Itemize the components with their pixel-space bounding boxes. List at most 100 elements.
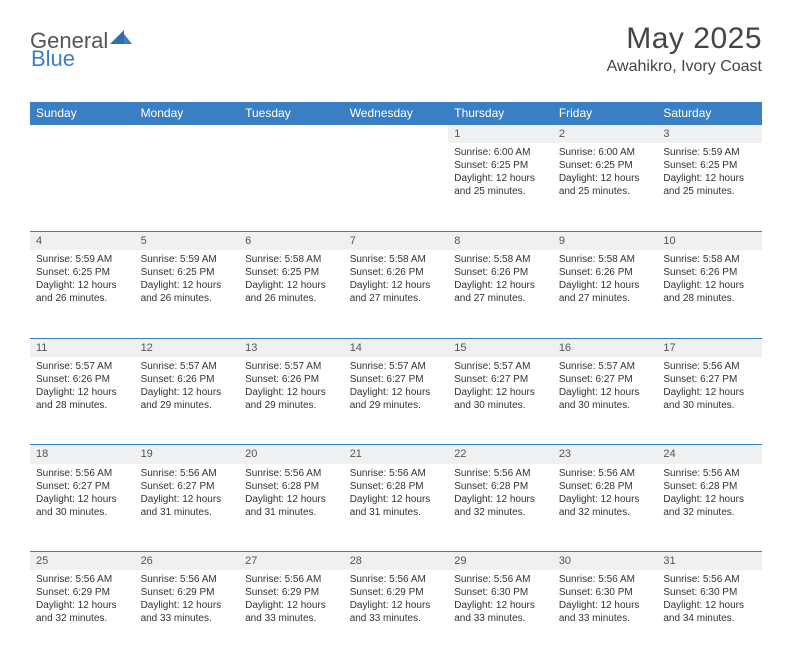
sunset-line: Sunset: 6:26 PM	[141, 373, 234, 386]
day-number-cell: 14	[344, 338, 449, 357]
day-details: Sunrise: 5:58 AMSunset: 6:26 PMDaylight:…	[657, 250, 762, 311]
day-body-cell: Sunrise: 5:57 AMSunset: 6:26 PMDaylight:…	[239, 357, 344, 445]
sunrise-line: Sunrise: 5:56 AM	[559, 573, 652, 586]
day-number-cell: 8	[448, 231, 553, 250]
daylight-line: Daylight: 12 hours and 29 minutes.	[350, 386, 443, 412]
sunrise-line: Sunrise: 5:57 AM	[559, 360, 652, 373]
daylight-line: Daylight: 12 hours and 30 minutes.	[559, 386, 652, 412]
day-number-cell: 28	[344, 552, 449, 571]
daylight-line: Daylight: 12 hours and 28 minutes.	[36, 386, 129, 412]
day-details: Sunrise: 5:56 AMSunset: 6:27 PMDaylight:…	[135, 464, 240, 525]
day-body-cell: Sunrise: 5:56 AMSunset: 6:29 PMDaylight:…	[30, 570, 135, 658]
sunset-line: Sunset: 6:26 PM	[559, 266, 652, 279]
day-number-cell	[135, 125, 240, 144]
day-body-cell: Sunrise: 5:58 AMSunset: 6:26 PMDaylight:…	[344, 250, 449, 338]
day-details: Sunrise: 5:58 AMSunset: 6:25 PMDaylight:…	[239, 250, 344, 311]
day-details: Sunrise: 5:56 AMSunset: 6:30 PMDaylight:…	[448, 570, 553, 631]
day-body-cell: Sunrise: 5:56 AMSunset: 6:30 PMDaylight:…	[657, 570, 762, 658]
day-details: Sunrise: 5:58 AMSunset: 6:26 PMDaylight:…	[344, 250, 449, 311]
day-body-row: Sunrise: 6:00 AMSunset: 6:25 PMDaylight:…	[30, 143, 762, 231]
sunset-line: Sunset: 6:27 PM	[36, 480, 129, 493]
daylight-line: Daylight: 12 hours and 27 minutes.	[454, 279, 547, 305]
day-number-cell: 3	[657, 125, 762, 144]
day-body-cell: Sunrise: 5:56 AMSunset: 6:29 PMDaylight:…	[239, 570, 344, 658]
sunrise-line: Sunrise: 5:59 AM	[663, 146, 756, 159]
day-details: Sunrise: 5:56 AMSunset: 6:29 PMDaylight:…	[30, 570, 135, 631]
sunrise-line: Sunrise: 5:56 AM	[663, 573, 756, 586]
sunset-line: Sunset: 6:28 PM	[663, 480, 756, 493]
day-body-cell: Sunrise: 5:57 AMSunset: 6:27 PMDaylight:…	[448, 357, 553, 445]
day-body-cell: Sunrise: 5:56 AMSunset: 6:28 PMDaylight:…	[448, 464, 553, 552]
day-number-cell: 24	[657, 445, 762, 464]
day-body-cell: Sunrise: 5:56 AMSunset: 6:27 PMDaylight:…	[30, 464, 135, 552]
day-number-row: 25262728293031	[30, 552, 762, 571]
sunrise-line: Sunrise: 5:57 AM	[454, 360, 547, 373]
day-body-cell: Sunrise: 5:56 AMSunset: 6:29 PMDaylight:…	[135, 570, 240, 658]
sunrise-line: Sunrise: 5:56 AM	[663, 467, 756, 480]
day-details: Sunrise: 5:59 AMSunset: 6:25 PMDaylight:…	[657, 143, 762, 204]
day-body-cell: Sunrise: 5:56 AMSunset: 6:28 PMDaylight:…	[657, 464, 762, 552]
day-details: Sunrise: 5:59 AMSunset: 6:25 PMDaylight:…	[135, 250, 240, 311]
sunset-line: Sunset: 6:27 PM	[559, 373, 652, 386]
sunrise-line: Sunrise: 5:59 AM	[141, 253, 234, 266]
sunset-line: Sunset: 6:25 PM	[245, 266, 338, 279]
day-body-cell: Sunrise: 5:56 AMSunset: 6:28 PMDaylight:…	[553, 464, 658, 552]
brand-text-2: Blue	[31, 46, 75, 71]
brand-icon	[110, 30, 132, 53]
daylight-line: Daylight: 12 hours and 25 minutes.	[559, 172, 652, 198]
day-details: Sunrise: 5:56 AMSunset: 6:29 PMDaylight:…	[239, 570, 344, 631]
day-body-cell: Sunrise: 5:56 AMSunset: 6:27 PMDaylight:…	[135, 464, 240, 552]
calendar-table: Sunday Monday Tuesday Wednesday Thursday…	[30, 102, 762, 658]
day-body-cell	[239, 143, 344, 231]
sunrise-line: Sunrise: 6:00 AM	[454, 146, 547, 159]
day-number-cell: 2	[553, 125, 658, 144]
sunset-line: Sunset: 6:27 PM	[141, 480, 234, 493]
location-label: Awahikro, Ivory Coast	[607, 58, 762, 76]
daylight-line: Daylight: 12 hours and 30 minutes.	[36, 493, 129, 519]
day-details: Sunrise: 5:57 AMSunset: 6:27 PMDaylight:…	[344, 357, 449, 418]
day-details: Sunrise: 5:56 AMSunset: 6:28 PMDaylight:…	[344, 464, 449, 525]
day-number-cell: 20	[239, 445, 344, 464]
daylight-line: Daylight: 12 hours and 33 minutes.	[454, 599, 547, 625]
sunrise-line: Sunrise: 5:56 AM	[350, 573, 443, 586]
sunset-line: Sunset: 6:26 PM	[350, 266, 443, 279]
sunset-line: Sunset: 6:28 PM	[350, 480, 443, 493]
day-details: Sunrise: 5:56 AMSunset: 6:30 PMDaylight:…	[553, 570, 658, 631]
sunrise-line: Sunrise: 5:56 AM	[559, 467, 652, 480]
daylight-line: Daylight: 12 hours and 26 minutes.	[36, 279, 129, 305]
day-number-cell: 19	[135, 445, 240, 464]
sunset-line: Sunset: 6:29 PM	[141, 586, 234, 599]
sunrise-line: Sunrise: 5:57 AM	[350, 360, 443, 373]
sunset-line: Sunset: 6:30 PM	[663, 586, 756, 599]
weekday-header: Saturday	[657, 102, 762, 125]
daylight-line: Daylight: 12 hours and 25 minutes.	[454, 172, 547, 198]
sunrise-line: Sunrise: 5:59 AM	[36, 253, 129, 266]
day-details: Sunrise: 5:56 AMSunset: 6:29 PMDaylight:…	[135, 570, 240, 631]
day-body-cell: Sunrise: 5:56 AMSunset: 6:29 PMDaylight:…	[344, 570, 449, 658]
sunset-line: Sunset: 6:26 PM	[36, 373, 129, 386]
daylight-line: Daylight: 12 hours and 34 minutes.	[663, 599, 756, 625]
sunrise-line: Sunrise: 5:58 AM	[454, 253, 547, 266]
day-number-row: 123	[30, 125, 762, 144]
day-number-cell: 30	[553, 552, 658, 571]
day-body-row: Sunrise: 5:56 AMSunset: 6:27 PMDaylight:…	[30, 464, 762, 552]
day-number-cell	[239, 125, 344, 144]
sunrise-line: Sunrise: 5:56 AM	[454, 573, 547, 586]
day-details: Sunrise: 5:56 AMSunset: 6:27 PMDaylight:…	[657, 357, 762, 418]
day-number-cell: 21	[344, 445, 449, 464]
sunset-line: Sunset: 6:25 PM	[454, 159, 547, 172]
sunset-line: Sunset: 6:28 PM	[454, 480, 547, 493]
day-body-cell: Sunrise: 5:56 AMSunset: 6:28 PMDaylight:…	[239, 464, 344, 552]
weekday-header: Monday	[135, 102, 240, 125]
day-number-cell: 6	[239, 231, 344, 250]
day-number-cell: 10	[657, 231, 762, 250]
sunset-line: Sunset: 6:25 PM	[36, 266, 129, 279]
day-number-cell	[344, 125, 449, 144]
sunrise-line: Sunrise: 5:58 AM	[245, 253, 338, 266]
sunrise-line: Sunrise: 5:58 AM	[350, 253, 443, 266]
day-number-cell: 7	[344, 231, 449, 250]
day-details: Sunrise: 5:58 AMSunset: 6:26 PMDaylight:…	[553, 250, 658, 311]
day-number-row: 11121314151617	[30, 338, 762, 357]
sunrise-line: Sunrise: 5:57 AM	[141, 360, 234, 373]
day-body-cell: Sunrise: 5:58 AMSunset: 6:26 PMDaylight:…	[657, 250, 762, 338]
